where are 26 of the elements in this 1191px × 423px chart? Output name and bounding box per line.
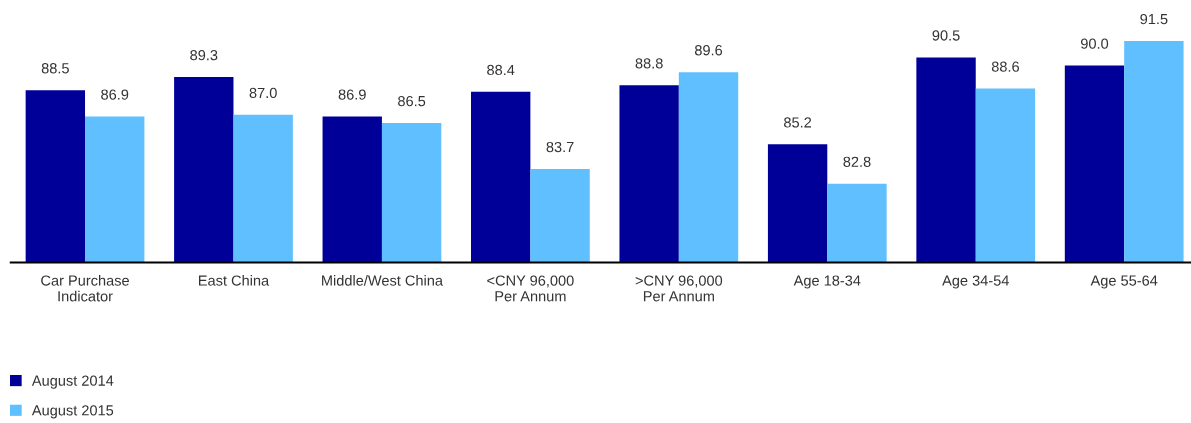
data-label: 88.5 xyxy=(41,63,69,74)
data-label: 83.7 xyxy=(546,141,574,153)
data-label: 89.3 xyxy=(190,50,218,61)
x-tick-label: <CNY 96,000 Per Annum xyxy=(487,275,574,302)
legend-label: August 2014 xyxy=(31,375,114,389)
data-label: 88.6 xyxy=(991,61,1019,72)
data-label: 89.6 xyxy=(694,45,723,56)
x-tick-label: Age 34-54 xyxy=(942,275,1009,289)
data-label: 91.5 xyxy=(1140,13,1168,25)
x-tick-label: >CNY 96,000 Per Annum xyxy=(635,275,723,302)
data-label: 88.4 xyxy=(487,64,515,76)
data-label: 88.8 xyxy=(635,58,663,69)
x-tick-label: East China xyxy=(199,275,270,286)
data-label: 90.5 xyxy=(932,30,960,41)
data-label: 86.9 xyxy=(101,89,129,100)
x-tick-label: Age 55-64 xyxy=(1090,275,1158,289)
x-tick-label: Car Purchase Indicator xyxy=(41,275,129,302)
data-label: 87.0 xyxy=(249,87,277,99)
data-label: 86.5 xyxy=(398,95,426,107)
legend-label: August 2015 xyxy=(31,405,114,419)
data-label: 82.8 xyxy=(843,156,871,167)
data-label: 86.9 xyxy=(338,89,366,100)
data-label: 90.0 xyxy=(1081,38,1109,49)
x-tick-label: Age 18-34 xyxy=(793,275,861,289)
data-label: 85.2 xyxy=(784,117,812,128)
x-tick-label: Middle/West China xyxy=(322,275,443,286)
